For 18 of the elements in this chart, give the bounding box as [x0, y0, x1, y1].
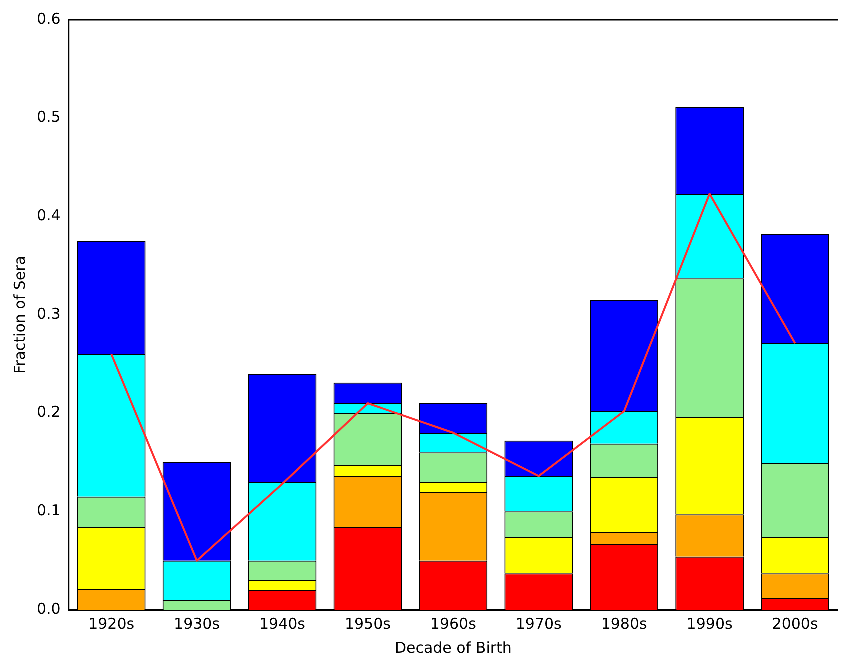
x-tick-label: 1950s: [344, 614, 392, 633]
y-tick-label: 0.1: [36, 502, 61, 520]
y-tick-label: 0.2: [36, 403, 61, 422]
x-tick-label: 2000s: [772, 614, 818, 633]
x-tick-label: 1970s: [516, 614, 562, 633]
x-tick-label: 1930s: [174, 614, 220, 633]
y-tick-label: 0.3: [36, 304, 61, 323]
y-tick-label: 0.4: [36, 206, 61, 225]
y-tick-label: 0.0: [36, 600, 61, 618]
x-tick-label: 1980s: [601, 614, 648, 633]
x-tick-label: 1920s: [88, 614, 135, 633]
x-tick-label: 1940s: [260, 614, 306, 633]
x-axis-title: Decade of Birth: [394, 638, 512, 657]
y-tick-label: 0.5: [36, 108, 61, 126]
y-axis-title: Fraction of Sera: [10, 256, 29, 374]
x-tick-label: 1960s: [430, 614, 477, 633]
x-tick-label: 1990s: [686, 614, 733, 633]
y-tick-label: 0.6: [36, 10, 61, 28]
